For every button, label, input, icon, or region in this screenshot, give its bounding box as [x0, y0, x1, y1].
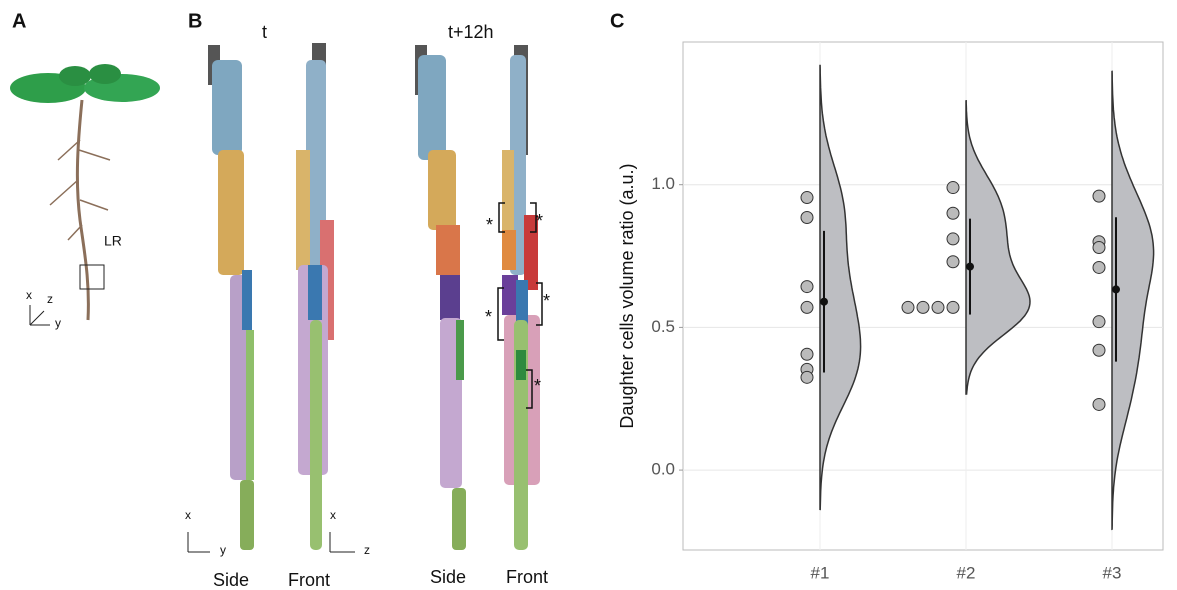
root-side-t — [208, 45, 254, 550]
y-tick-label: 1.0 — [651, 174, 675, 193]
y-tick-label: 0.5 — [651, 317, 675, 336]
axis-letter: y — [55, 316, 61, 330]
plot-border — [682, 41, 1164, 551]
point — [946, 232, 960, 246]
point — [1092, 260, 1106, 274]
cell — [242, 270, 252, 330]
y-axis-title: Daughter cells volume ratio (a.u.) — [617, 163, 637, 428]
point — [916, 300, 930, 314]
cell — [516, 350, 526, 380]
axes-icon — [187, 532, 355, 553]
cell — [296, 150, 310, 270]
panel-label: B — [188, 10, 202, 32]
axis-letter: x — [185, 508, 191, 522]
root-side-t12 — [415, 45, 466, 550]
root-front-t12 — [497, 45, 543, 550]
root-front-t — [296, 43, 334, 550]
cell — [310, 320, 322, 550]
point — [901, 300, 915, 314]
axis-letter: z — [47, 292, 53, 306]
point — [931, 300, 945, 314]
root — [75, 99, 90, 321]
asterisk: * — [536, 211, 543, 231]
point — [800, 191, 814, 205]
roi-box — [79, 264, 105, 290]
mean-point — [966, 262, 974, 271]
point — [946, 181, 960, 195]
x-tick-label: #1 — [811, 563, 830, 582]
mean-point — [1112, 285, 1120, 294]
point — [1092, 343, 1106, 357]
axis-letter: x — [26, 288, 32, 302]
point — [800, 347, 814, 361]
cell — [418, 55, 446, 160]
cell — [436, 225, 460, 275]
axis-letter: x — [330, 508, 336, 522]
axis-letter: z — [364, 543, 370, 557]
cell — [218, 150, 244, 275]
cell — [452, 488, 466, 550]
panel-a: A LR x z y — [10, 10, 160, 330]
view-label: Front — [506, 567, 548, 587]
cell — [240, 480, 254, 550]
cell — [308, 265, 322, 320]
asterisk: * — [534, 376, 541, 396]
cell — [502, 275, 518, 315]
cell — [306, 60, 326, 270]
cell — [502, 230, 516, 270]
point — [946, 206, 960, 220]
cell — [502, 150, 514, 230]
violin — [965, 100, 1031, 395]
axes-icon — [29, 305, 50, 326]
point — [1092, 397, 1106, 411]
point — [946, 255, 960, 269]
root-label: LR — [104, 233, 122, 249]
bracket — [497, 202, 543, 409]
axis-letter: y — [220, 543, 226, 557]
point — [800, 300, 814, 314]
point — [1092, 240, 1106, 254]
plot: 0.0 0.5 1.0 #1 #2 #3 — [651, 41, 1164, 582]
cell — [246, 330, 254, 480]
violin — [819, 64, 862, 511]
view-label: Front — [288, 570, 330, 590]
time-label: t+12h — [448, 22, 494, 42]
asterisk: * — [485, 307, 492, 327]
point — [800, 280, 814, 294]
x-tick-label: #3 — [1103, 563, 1122, 582]
cell — [428, 150, 456, 230]
leaf — [59, 66, 91, 86]
asterisk: * — [543, 291, 550, 311]
panel-label: C — [610, 10, 624, 32]
asterisk: * — [486, 215, 493, 235]
cell — [516, 280, 528, 325]
cell — [456, 320, 464, 380]
panel-label: A — [12, 10, 26, 32]
cell — [524, 215, 538, 290]
y-tick-label: 0.0 — [651, 460, 675, 479]
mean-point — [820, 297, 828, 306]
cell — [440, 275, 460, 320]
view-label: Side — [213, 570, 249, 590]
cell — [212, 60, 242, 155]
violin — [1111, 70, 1155, 531]
point — [1092, 189, 1106, 203]
point — [1092, 315, 1106, 329]
point — [800, 211, 814, 225]
panel-b: B t t+12h * * * * * x y x z Side Front S… — [185, 10, 550, 589]
leaf — [89, 64, 121, 84]
point — [800, 370, 814, 384]
time-label: t — [262, 22, 267, 42]
x-tick-label: #2 — [957, 563, 976, 582]
view-label: Side — [430, 567, 466, 587]
point — [946, 300, 960, 314]
lateral-roots — [49, 139, 111, 241]
